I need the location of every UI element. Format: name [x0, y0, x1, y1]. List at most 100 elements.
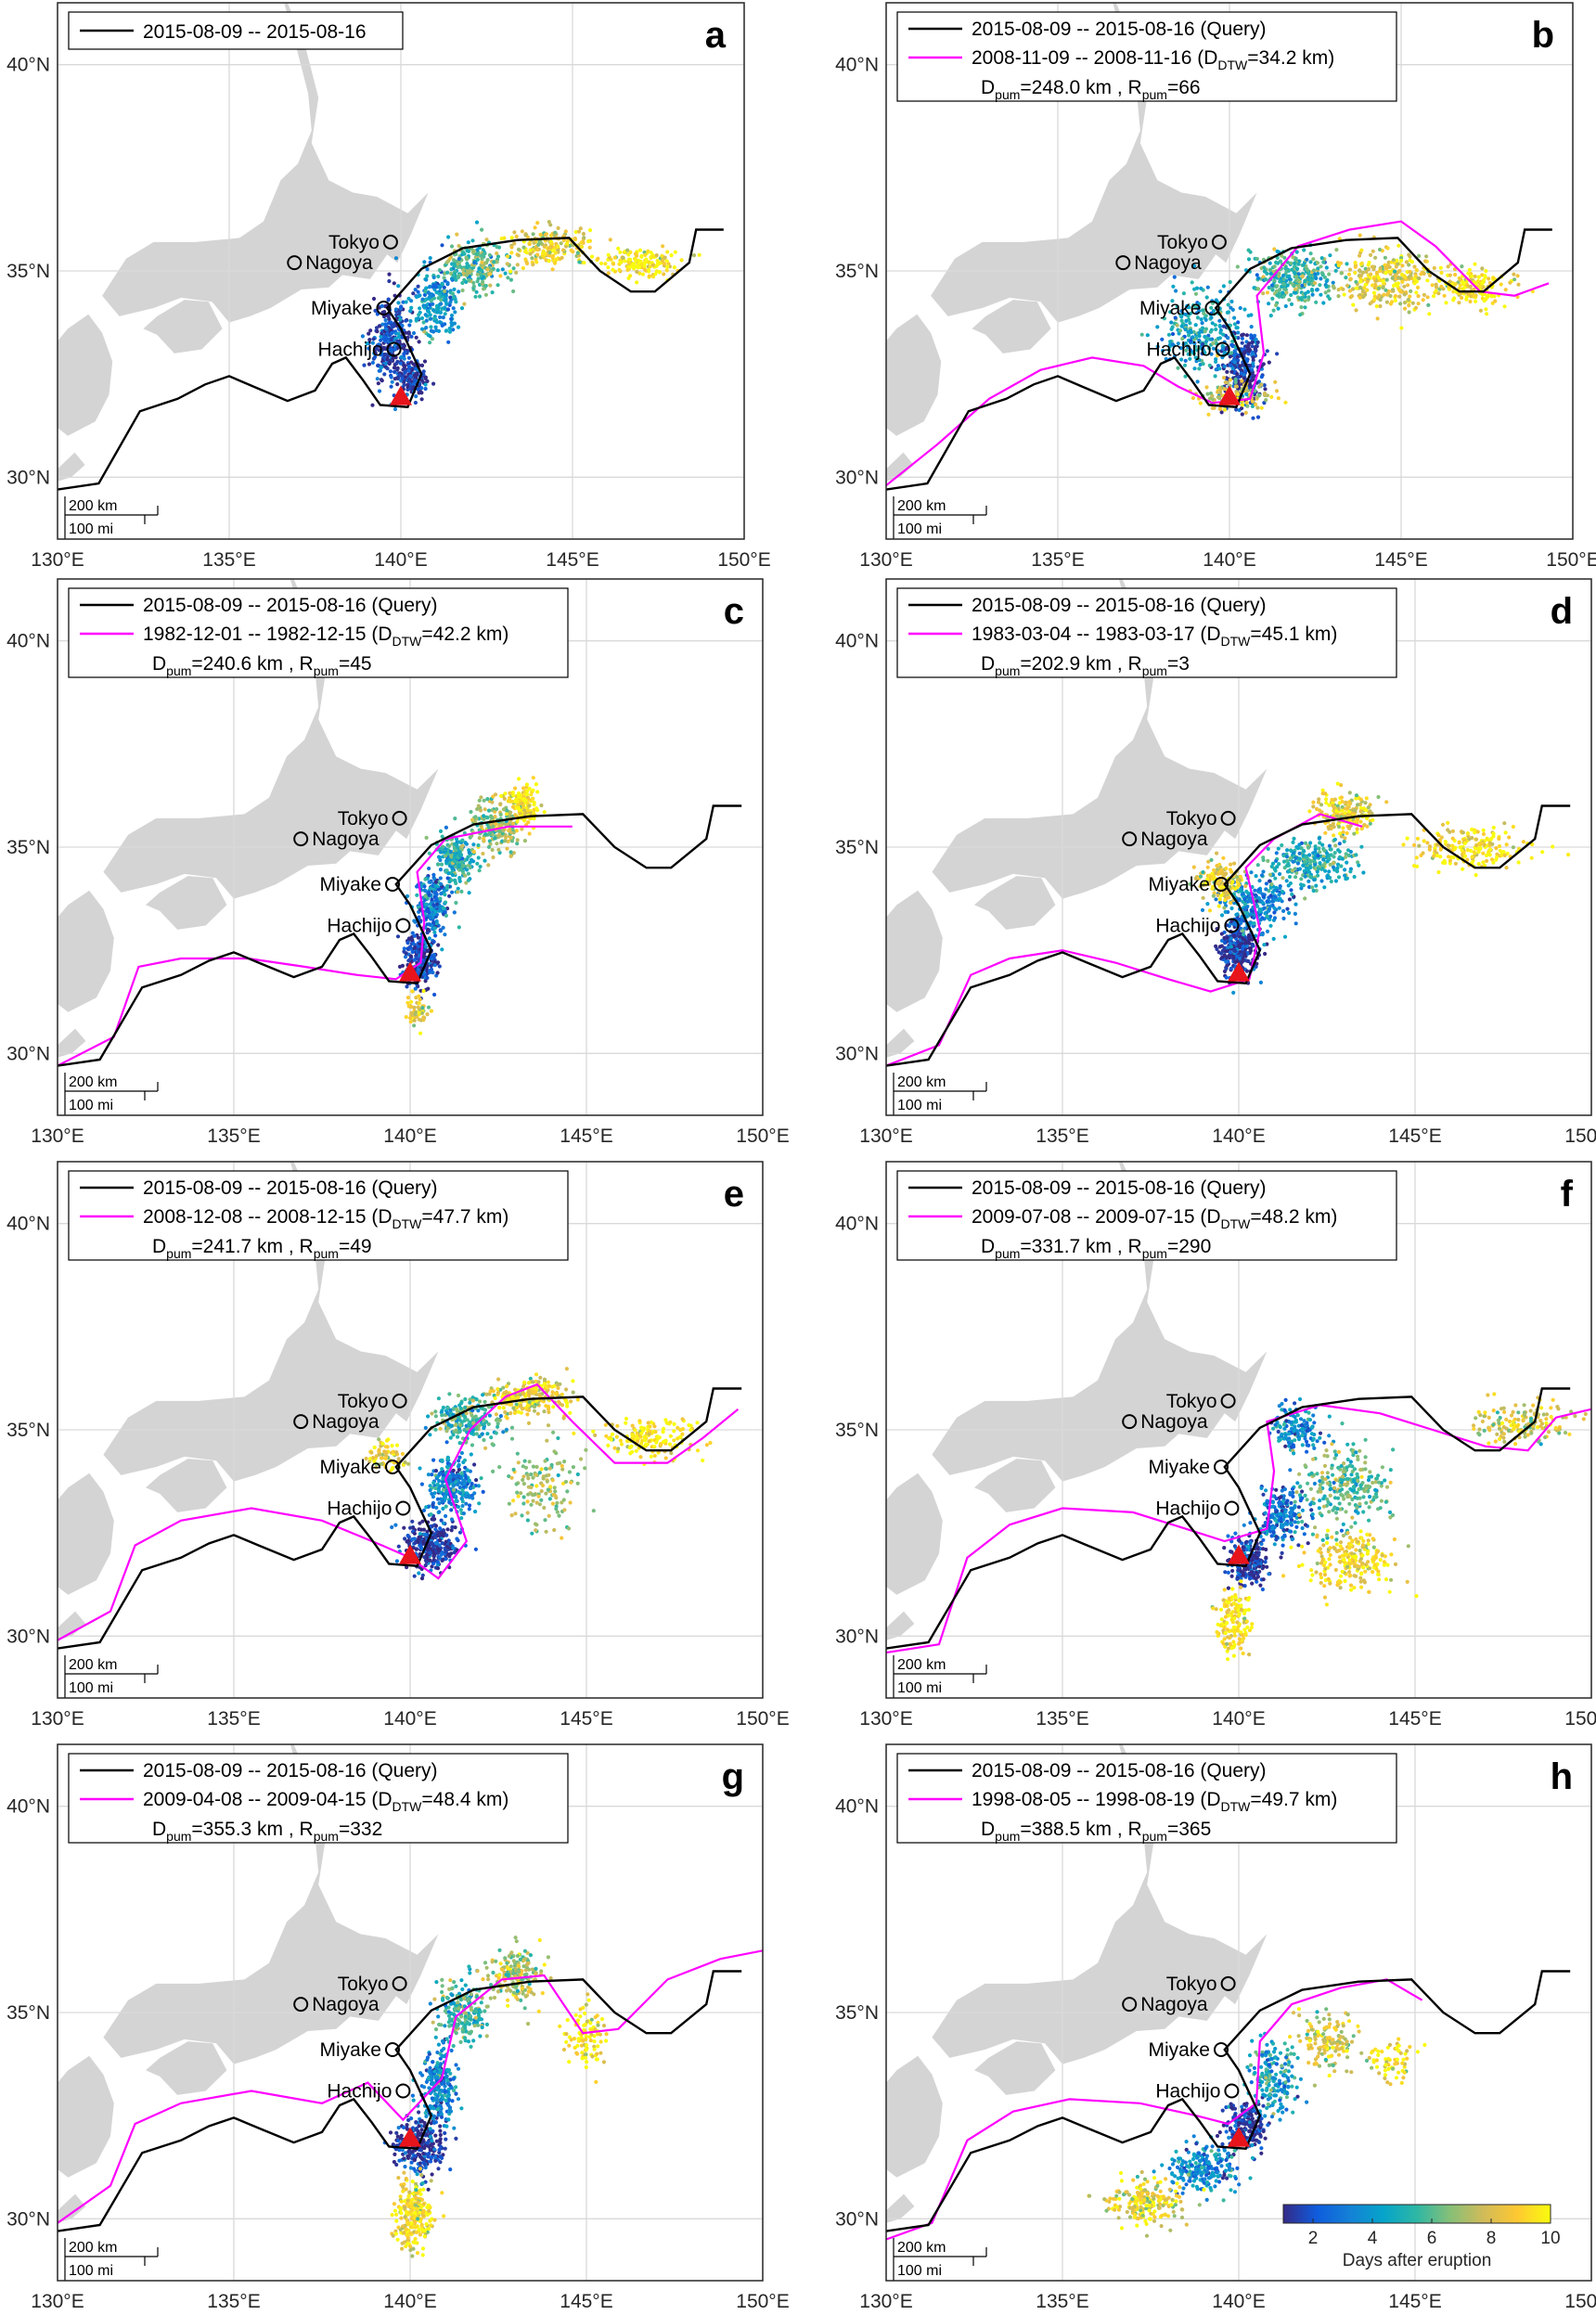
particle-point	[1306, 879, 1311, 884]
particle-point	[1343, 868, 1347, 872]
particle-point	[440, 947, 444, 952]
particle-point	[1305, 266, 1309, 272]
particle-point	[1371, 290, 1377, 295]
particle-point	[1229, 869, 1234, 874]
particle-point	[1284, 268, 1289, 274]
particle-point	[561, 238, 566, 243]
particle-point	[370, 360, 375, 365]
particle-point	[1363, 266, 1368, 271]
particle-point	[1422, 292, 1426, 297]
particle-point	[423, 382, 428, 387]
particle-point	[1293, 911, 1297, 917]
particle-point	[1255, 273, 1259, 277]
particle-point	[1335, 866, 1340, 870]
particle-point	[1324, 279, 1329, 284]
particle-point	[1319, 277, 1323, 281]
particle-point	[387, 361, 392, 366]
particle-point	[1203, 881, 1209, 886]
particle-point	[449, 267, 454, 272]
particle-point	[509, 236, 514, 240]
particle-point	[1406, 283, 1410, 288]
particle-point	[437, 908, 442, 913]
particle-point	[1217, 897, 1222, 902]
particle-point	[1216, 904, 1221, 908]
particle-point	[1214, 870, 1218, 876]
particle-point	[1294, 250, 1299, 254]
particle-point	[462, 302, 467, 306]
particle-point	[1340, 808, 1345, 813]
particle-point	[1432, 265, 1436, 270]
particle-point	[573, 236, 577, 241]
particle-point	[1407, 310, 1411, 315]
particle-point	[1300, 283, 1305, 288]
particle-point	[1248, 383, 1253, 388]
particle-point	[1272, 906, 1277, 910]
particle-point	[1458, 283, 1462, 288]
particle-point	[1384, 800, 1389, 804]
particle-point	[611, 262, 616, 266]
particle-point	[1343, 873, 1347, 878]
particle-point	[1390, 276, 1395, 280]
particle-point	[1179, 318, 1184, 323]
particle-point	[1324, 265, 1329, 270]
particle-point	[1246, 364, 1252, 368]
particle-point	[428, 334, 432, 339]
particle-point	[1399, 258, 1404, 263]
particle-point	[642, 264, 647, 268]
particle-point	[1264, 887, 1268, 892]
particle-point	[423, 894, 428, 898]
particle-point	[490, 808, 495, 813]
particle-point	[1264, 398, 1268, 403]
particle-point	[419, 315, 425, 321]
particle-point	[1251, 377, 1255, 381]
particle-point	[1235, 392, 1241, 397]
particle-point	[406, 368, 411, 373]
particle-point	[1174, 289, 1178, 293]
particle-point	[432, 316, 437, 321]
particle-point	[510, 804, 516, 809]
particle-point	[453, 878, 457, 883]
particle-point	[514, 270, 519, 275]
particle-point	[408, 1016, 413, 1021]
particle-point	[691, 253, 697, 258]
particle-point	[420, 297, 425, 302]
particle-point	[1179, 309, 1184, 314]
particle-point	[482, 814, 486, 818]
particle-point	[373, 308, 378, 313]
particle-point	[1250, 399, 1255, 404]
x-tick-label: 135°E	[1031, 549, 1084, 571]
particle-point	[1274, 858, 1279, 864]
particle-point	[1336, 875, 1342, 880]
particle-point	[1216, 394, 1220, 400]
particle-point	[603, 262, 608, 266]
particle-point	[578, 226, 583, 231]
particle-point	[1359, 827, 1364, 831]
particle-point	[1205, 285, 1210, 289]
particle-point	[404, 318, 408, 323]
particle-point	[467, 264, 471, 268]
particle-point	[422, 972, 427, 977]
particle-point	[1209, 857, 1214, 863]
particle-point	[1353, 261, 1358, 265]
particle-point	[1397, 294, 1402, 299]
particle-point	[1170, 299, 1175, 303]
particle-point	[1363, 292, 1368, 297]
particle-point	[410, 989, 415, 994]
axes-frame	[885, 2, 1574, 540]
particle-point	[1473, 274, 1477, 278]
legend-query-label: 2015-08-09 -- 2015-08-16 (Query)	[143, 595, 438, 616]
particle-point	[503, 791, 508, 796]
particle-point	[1256, 276, 1261, 280]
particle-point	[1372, 286, 1377, 290]
particle-cloud	[360, 220, 701, 412]
particle-point	[1239, 952, 1243, 958]
particle-point	[1359, 248, 1364, 252]
city-label: Tokyo	[338, 808, 389, 830]
particle-point	[1294, 855, 1298, 860]
particle-point	[1261, 291, 1266, 296]
particle-point	[1268, 314, 1273, 318]
particle-point	[1278, 896, 1282, 901]
particle-point	[1458, 277, 1462, 282]
particle-point	[443, 900, 448, 905]
particle-point	[1240, 412, 1244, 417]
